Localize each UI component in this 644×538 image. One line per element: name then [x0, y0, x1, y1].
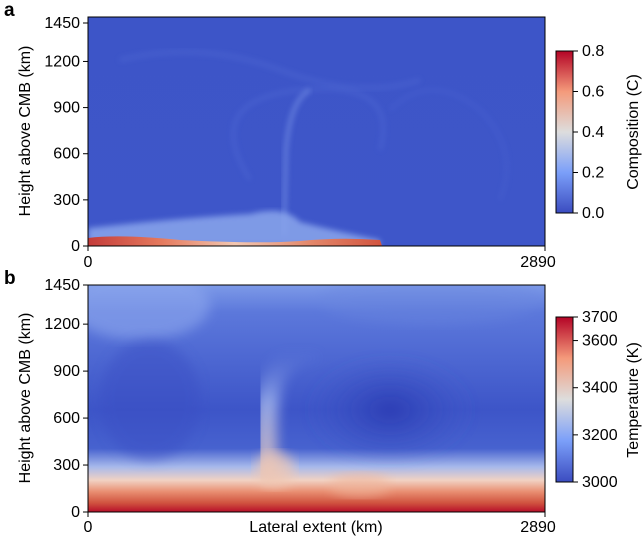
y-axis-a: 0 300 600 900 1200 1450 — [44, 15, 88, 255]
y-tick-label: 1450 — [44, 277, 80, 294]
colorbar-tick-label: 3400 — [582, 380, 618, 397]
heatmap-a — [88, 17, 545, 246]
y-tick-label: 300 — [53, 192, 80, 209]
x-axis-a: 0 2890 — [84, 246, 556, 271]
colorbar-tick-label: 3700 — [582, 309, 618, 326]
plot-frame-b — [87, 284, 546, 513]
y-tick-label: 300 — [53, 457, 80, 474]
plot-frame-a — [87, 16, 546, 247]
panel-b: b 0 300 600 900 1200 1450 0 2890 Lateral exte… — [4, 268, 642, 536]
x-tick-label: 2890 — [520, 519, 556, 536]
y-tick-label: 600 — [53, 410, 80, 427]
colorbar-tick-label: 0.8 — [582, 43, 604, 60]
y-tick-label: 0 — [71, 504, 80, 521]
y-tick-label: 1450 — [44, 15, 80, 32]
colorbar-b: 3000 3200 3400 3600 3700 Temperature (K) — [555, 309, 642, 491]
colorbar-label-b: Temperature (K) — [625, 342, 642, 458]
heatmap-b — [88, 285, 545, 512]
x-tick-label: 0 — [84, 254, 93, 271]
y-tick-label: 900 — [53, 100, 80, 117]
y-axis-label-b: Height above CMB (km) — [17, 313, 34, 484]
colorbar-a: 0.0 0.2 0.4 0.6 0.8 Composition (C) — [555, 43, 642, 222]
x-axis-label-b: Lateral extent (km) — [249, 519, 382, 536]
colorbar-tick-label: 0.2 — [582, 165, 604, 182]
y-tick-label: 900 — [53, 363, 80, 380]
x-tick-label: 0 — [84, 519, 93, 536]
colorbar-tick-label: 3200 — [582, 427, 618, 444]
y-tick-label: 0 — [71, 238, 80, 255]
colorbar-tick-label: 0.0 — [582, 205, 604, 222]
colorbar-tick-label: 3600 — [582, 333, 618, 350]
y-tick-label: 600 — [53, 146, 80, 163]
y-tick-label: 1200 — [44, 53, 80, 70]
y-axis-b: 0 300 600 900 1200 1450 — [44, 277, 88, 521]
x-tick-label: 2890 — [520, 254, 556, 271]
x-axis-b: 0 2890 — [84, 512, 556, 536]
colorbar-tick-label: 0.6 — [582, 84, 604, 101]
colorbar-gradient-b — [555, 316, 574, 483]
panel-a: a 0 300 600 900 1200 1450 0 2890 Height above… — [4, 0, 642, 271]
colorbar-label-a: Composition (C) — [625, 74, 642, 190]
colorbar-tick-label: 0.4 — [582, 124, 604, 141]
colorbar-gradient-a — [555, 50, 574, 214]
colorbar-tick-label: 3000 — [582, 474, 618, 491]
y-tick-label: 1200 — [44, 316, 80, 333]
panel-letter-b: b — [4, 268, 16, 289]
y-axis-label-a: Height above CMB (km) — [17, 46, 34, 217]
panel-letter-a: a — [4, 0, 15, 21]
